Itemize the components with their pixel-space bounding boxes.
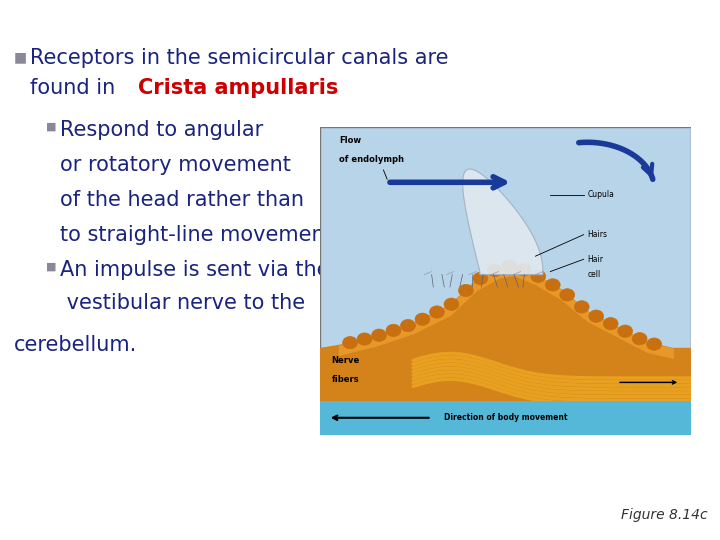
Circle shape — [487, 264, 503, 276]
Circle shape — [444, 298, 459, 310]
Text: Nerve: Nerve — [331, 356, 360, 366]
Circle shape — [400, 320, 415, 332]
Circle shape — [430, 306, 444, 318]
Text: Respond to angular: Respond to angular — [60, 120, 264, 140]
Text: or rotatory movement: or rotatory movement — [60, 155, 291, 175]
Circle shape — [386, 324, 401, 336]
Text: vestibular nerve to the: vestibular nerve to the — [60, 293, 305, 313]
Polygon shape — [320, 266, 691, 435]
Circle shape — [632, 333, 647, 345]
Circle shape — [372, 329, 387, 341]
Circle shape — [647, 338, 662, 350]
Circle shape — [618, 325, 633, 338]
Text: Hair: Hair — [588, 255, 603, 264]
Bar — [320, 401, 691, 435]
Text: cerebellum.: cerebellum. — [14, 335, 138, 355]
Circle shape — [603, 318, 618, 330]
Circle shape — [516, 264, 531, 276]
Text: An impulse is sent via the: An impulse is sent via the — [60, 260, 330, 280]
Circle shape — [575, 301, 589, 313]
Circle shape — [473, 272, 487, 285]
Text: Figure 8.14c: Figure 8.14c — [621, 508, 708, 522]
Text: (c): (c) — [358, 388, 385, 406]
Polygon shape — [463, 169, 543, 275]
Text: ■: ■ — [14, 50, 27, 64]
Circle shape — [415, 313, 430, 326]
Circle shape — [343, 336, 358, 349]
Circle shape — [531, 270, 546, 282]
Circle shape — [459, 285, 473, 296]
Text: ■: ■ — [46, 262, 56, 272]
Text: of the head rather than: of the head rather than — [60, 190, 304, 210]
Circle shape — [502, 260, 517, 272]
Text: Direction of body movement: Direction of body movement — [444, 413, 567, 422]
Text: Flow: Flow — [339, 136, 361, 145]
Text: Receptors in the semicircular canals are: Receptors in the semicircular canals are — [30, 48, 449, 68]
Text: of endolymph: of endolymph — [339, 154, 404, 164]
Text: Cupula: Cupula — [588, 190, 614, 199]
Polygon shape — [320, 348, 691, 435]
Text: Hairs: Hairs — [588, 230, 608, 239]
Text: found in: found in — [30, 78, 122, 98]
Circle shape — [545, 279, 560, 291]
Circle shape — [357, 333, 372, 345]
Circle shape — [589, 310, 603, 322]
Text: fibers: fibers — [331, 375, 359, 384]
Text: to straight-line movements.: to straight-line movements. — [60, 225, 350, 245]
Text: cell: cell — [588, 270, 600, 279]
Text: ■: ■ — [46, 122, 56, 132]
Circle shape — [560, 289, 575, 301]
Text: Crista ampullaris: Crista ampullaris — [138, 78, 338, 98]
